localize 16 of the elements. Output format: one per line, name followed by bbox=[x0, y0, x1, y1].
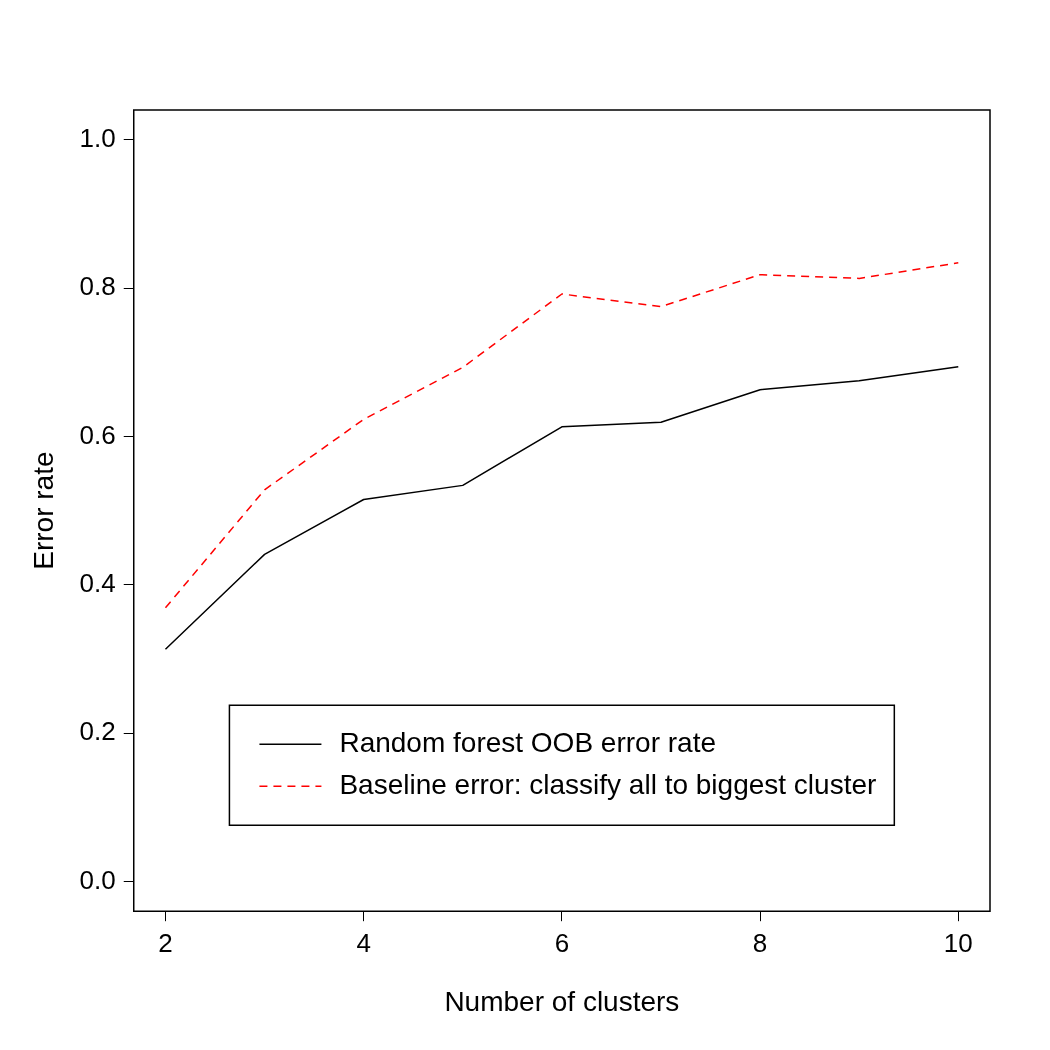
line-series bbox=[164, 262, 960, 609]
x-tick-label: 10 bbox=[943, 927, 973, 958]
y-tick-label: 0.6 bbox=[79, 419, 116, 450]
legend-label: Baseline error: classify all to biggest cluster bbox=[339, 768, 877, 800]
legend-label: Random forest OOB error rate bbox=[339, 726, 716, 758]
y-axis-title: Error rate bbox=[27, 451, 59, 570]
y-tick-label: 0.4 bbox=[79, 567, 116, 598]
x-tick-label: 8 bbox=[752, 927, 768, 958]
x-tick-label: 6 bbox=[554, 927, 570, 958]
x-tick-label: 2 bbox=[158, 927, 173, 958]
y-tick-label: 0.2 bbox=[79, 716, 116, 747]
x-tick-label: 4 bbox=[356, 927, 371, 958]
y-tick-label: 1.0 bbox=[79, 122, 116, 153]
y-tick-label: 0.0 bbox=[79, 864, 116, 895]
x-axis-title: Number of clusters bbox=[444, 985, 680, 1017]
y-tick-label: 0.8 bbox=[79, 271, 116, 302]
